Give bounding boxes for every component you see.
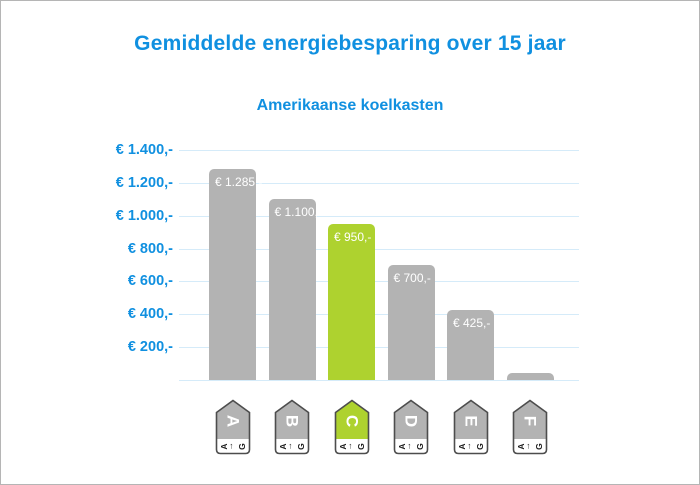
plot-area: € 1.400,- € 1.200,- € 1.000,- € 800,- € 600,… (116, 143, 579, 455)
y-axis-tick-label: € 1.400,- (115, 142, 173, 158)
energy-label-icon-E: E A ← G (453, 399, 489, 455)
svg-text:A: A (516, 443, 526, 449)
bar-value-label: € 950,- (334, 230, 372, 244)
bar-E: € 425,- (447, 310, 494, 380)
svg-text:G: G (237, 443, 247, 450)
energy-label-icon-D: D A ← G (393, 399, 429, 455)
bar-B: € 1.100,- (268, 199, 322, 380)
svg-text:A: A (338, 443, 348, 449)
svg-text:←: ← (525, 442, 535, 451)
svg-text:←: ← (406, 442, 416, 451)
svg-text:G: G (356, 443, 366, 450)
svg-text:G: G (296, 443, 306, 450)
svg-text:A: A (278, 443, 288, 449)
y-axis-tick-label: € 1.200,- (115, 174, 173, 191)
energy-label-icon-C: C A ← G (334, 399, 370, 455)
svg-text:A: A (457, 443, 467, 449)
energy-tag-icon: AA ← G (215, 399, 250, 455)
y-axis-tick-label: € 1.000,- (115, 207, 173, 224)
bar-F (506, 373, 554, 380)
gridline (179, 347, 579, 349)
svg-text:G: G (534, 443, 544, 450)
svg-text:E: E (461, 415, 480, 426)
energy-label-icon-B: B A ← G (274, 399, 310, 455)
gridline (179, 248, 579, 250)
gridline (179, 215, 579, 217)
svg-text:D: D (402, 415, 421, 427)
svg-text:←: ← (466, 442, 476, 451)
bar-C: € 950,- (328, 224, 375, 380)
svg-text:G: G (475, 443, 485, 450)
gridline (179, 380, 579, 381)
bar-value-label: € 700,- (393, 271, 431, 285)
energy-label-icon-A: A A ← G (215, 399, 251, 455)
energy-label-icon-F: F A ← G (512, 399, 548, 455)
bar-D: € 700,- (387, 265, 435, 380)
gridline (179, 182, 579, 184)
svg-text:←: ← (287, 442, 297, 451)
svg-text:A: A (397, 443, 407, 449)
svg-text:G: G (415, 443, 425, 450)
energy-tag-icon: C A ← G (334, 399, 369, 455)
y-axis-tick-label: € 200,- (127, 339, 173, 356)
chart-title: Gemiddelde energiebesparing over 15 jaar (134, 32, 566, 55)
gridline (179, 281, 579, 283)
svg-text:A: A (223, 415, 242, 427)
svg-text:A: A (219, 443, 229, 449)
svg-text:←: ← (228, 442, 238, 451)
bar-value-label: € 1.285,- (215, 175, 263, 189)
chart-subtitle: Amerikaanse koelkasten (256, 97, 444, 114)
energy-tag-icon: D A ← G (393, 399, 429, 455)
y-axis-tick-label: € 400,- (127, 306, 173, 323)
svg-text:B: B (283, 415, 302, 427)
energy-tag-icon: F A ← G (512, 399, 548, 455)
bar-value-label: € 425,- (453, 316, 491, 330)
svg-text:←: ← (347, 442, 357, 451)
y-axis-tick-label: € 600,- (127, 273, 173, 290)
energy-tag-icon: B A ← G (274, 399, 310, 455)
gridline (179, 314, 579, 316)
y-axis-tick-label: € 800,- (127, 240, 173, 257)
svg-text:C: C (342, 415, 361, 427)
gridline (179, 150, 579, 151)
bar-A: € 1.285,- (209, 169, 263, 380)
svg-text:F: F (521, 416, 540, 426)
bar-value-label: € 1.100,- (274, 205, 322, 219)
energy-tag-icon: E A ← G (453, 399, 488, 455)
